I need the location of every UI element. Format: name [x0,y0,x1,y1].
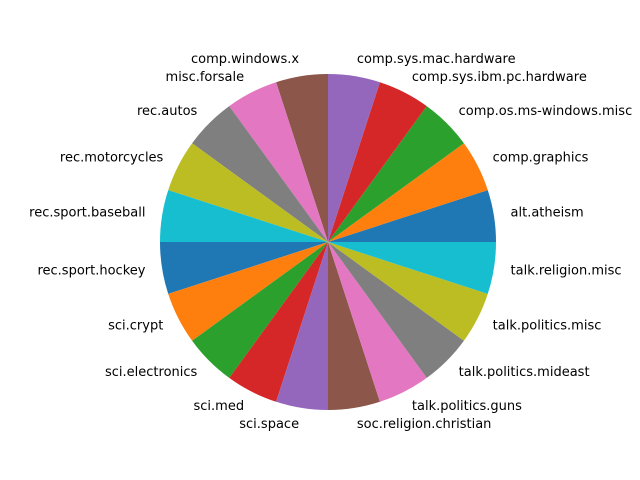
pie-slice-14 [276,242,328,410]
pie-slice-3 [328,82,427,242]
pie-slice-12 [192,242,328,378]
pie-slice-11 [168,242,328,341]
pie-slice-15 [328,242,380,410]
pie-slice-label: comp.sys.ibm.pc.hardware [412,70,587,85]
pie-slice-label: talk.politics.guns [412,399,522,414]
pie-slice-label: alt.atheism [511,206,584,221]
pie-slice-label: soc.religion.christian [357,417,492,432]
pie-slice-label: comp.graphics [493,151,589,166]
pie-slice-8 [168,143,328,242]
pie-slice-label: comp.windows.x [191,52,299,67]
pie-slice-7 [192,106,328,242]
pie-slice-label: rec.sport.baseball [29,206,145,221]
pie-slice-4 [328,74,380,242]
pie-slice-1 [328,143,488,242]
pie-slice-16 [328,242,427,402]
pie-slice-label: sci.crypt [108,318,163,333]
pie-slice-10 [160,242,328,294]
pie-slice-label: comp.sys.mac.hardware [357,52,516,67]
pie-slice-label: comp.os.ms-windows.misc [459,104,633,119]
pie-slice-label: rec.motorcycles [60,151,164,166]
pie-slice-label: rec.sport.hockey [37,263,145,278]
pie-slice-label: sci.space [239,417,299,432]
pie-slice-label: talk.religion.misc [511,263,622,278]
pie-slice-label: rec.autos [137,104,198,119]
pie-slice-2 [328,106,464,242]
pie-slice-18 [328,242,488,341]
pie-slice-label: talk.politics.mideast [459,365,590,380]
pie-slice-label: talk.politics.misc [493,318,602,333]
pie-slice-19 [328,242,496,294]
pie-slice-6 [229,82,328,242]
pie-slice-label: sci.electronics [105,365,198,380]
pie-slice-5 [276,74,328,242]
pie-slice-13 [229,242,328,402]
pie-slice-label: sci.med [194,399,245,414]
pie-slice-9 [159,190,328,242]
pie-slice-0 [328,190,496,242]
pie-slice-label: misc.forsale [166,70,245,85]
pie-slices [159,74,496,410]
pie-slice-17 [328,242,464,378]
pie-labels: alt.atheism comp.graphics comp.os.ms-windo… [29,52,632,432]
